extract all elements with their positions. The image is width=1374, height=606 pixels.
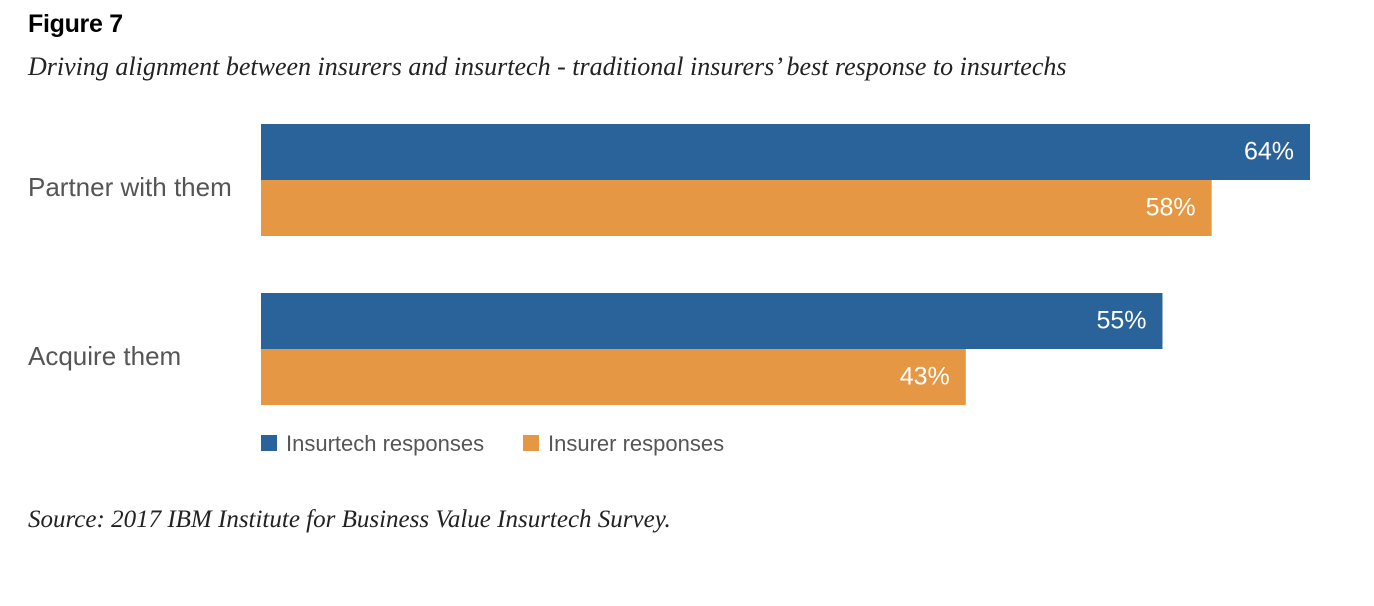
chart-title: Driving alignment between insurers and i… [28,52,1067,81]
legend-swatch [261,435,277,451]
bar-insurtech [261,293,1163,349]
legend-swatch [523,435,539,451]
bar-insurer [261,349,966,405]
data-label: 43% [900,363,950,391]
data-label: 64% [1244,138,1294,166]
source-note: Source: 2017 IBM Institute for Business … [28,506,671,533]
legend-entry: Insurer responses [548,431,724,456]
category-label: Partner with them [28,172,232,202]
bar-insurtech [261,124,1310,180]
category-label: Acquire them [28,341,181,371]
bar-insurer [261,180,1212,236]
bar-chart: Partner with them 64% 58% Acquire them 55% 43… [28,124,1310,456]
data-label: 55% [1096,307,1146,335]
data-label: 58% [1146,194,1196,222]
figure-label: Figure 7 [28,10,123,38]
legend-entry: Insurtech responses [286,431,484,456]
